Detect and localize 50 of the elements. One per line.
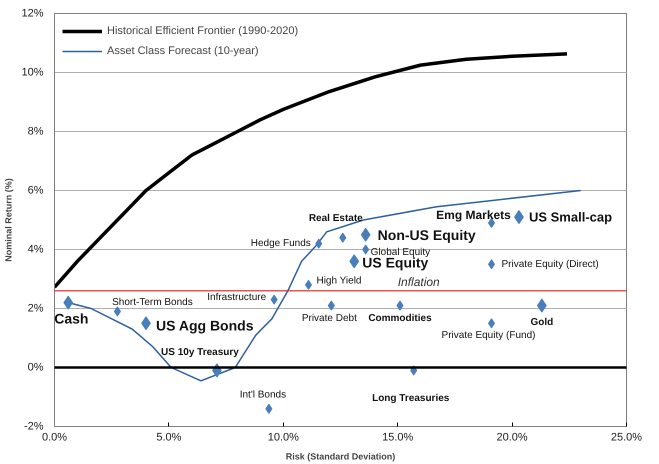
x-tick-label: 5.0% bbox=[156, 432, 182, 444]
annotation: US Agg Bonds bbox=[156, 317, 254, 334]
x-tick-label: 25.0% bbox=[610, 432, 642, 444]
x-tick-label: 15.0% bbox=[382, 432, 414, 444]
x-tick-label: 0.0% bbox=[42, 432, 68, 444]
y-tick-label: 6% bbox=[28, 184, 44, 196]
point bbox=[315, 238, 322, 249]
x-tick-label: 20.0% bbox=[496, 432, 528, 444]
x-axis-title: Risk (Standard Deviation) bbox=[286, 452, 396, 462]
legend-label: Historical Efficient Frontier (1990-2020) bbox=[107, 25, 298, 37]
annotation: High Yield bbox=[316, 275, 362, 286]
point bbox=[396, 300, 404, 311]
y-tick-label: 12% bbox=[21, 8, 44, 20]
ref-line-label: Inflation bbox=[398, 274, 440, 289]
point bbox=[362, 244, 370, 254]
point bbox=[339, 232, 346, 243]
y-tick-label: 10% bbox=[21, 66, 44, 78]
annotation: Private Equity (Direct) bbox=[502, 258, 599, 270]
point bbox=[265, 404, 272, 414]
point bbox=[270, 294, 278, 305]
annotation: US Small-cap bbox=[528, 210, 612, 225]
point bbox=[488, 259, 496, 270]
y-tick-label: 2% bbox=[28, 302, 44, 314]
annotation: Short-Term Bonds bbox=[112, 296, 193, 308]
point bbox=[488, 318, 496, 328]
annotation: Int'l Bonds bbox=[240, 389, 286, 400]
point bbox=[328, 300, 335, 311]
y-axis-title: Nominal Return (%) bbox=[3, 178, 14, 262]
y-tick-label: 4% bbox=[28, 244, 44, 256]
annotation: Non-US Equity bbox=[378, 226, 476, 243]
annotation: Hedge Funds bbox=[250, 238, 311, 250]
annotation: US 10y Treasury bbox=[161, 346, 240, 358]
point bbox=[114, 306, 121, 316]
annotation: Real Estate bbox=[308, 213, 364, 224]
annotation: Private Equity (Fund) bbox=[442, 330, 536, 341]
annotation: Private Debt bbox=[302, 313, 358, 324]
annotation: Emg Markets bbox=[436, 208, 512, 222]
y-tick-label: 0% bbox=[28, 362, 44, 374]
y-tick-label: -2% bbox=[24, 420, 44, 432]
point bbox=[63, 296, 74, 310]
point bbox=[349, 254, 360, 268]
x-tick-label: 10.0% bbox=[268, 432, 300, 444]
annotation: Commodities bbox=[368, 313, 432, 324]
y-tick-label: 8% bbox=[28, 126, 44, 138]
point bbox=[304, 280, 312, 290]
annotation: Gold bbox=[530, 317, 554, 328]
annotation: Cash bbox=[54, 310, 88, 327]
legend-label: Asset Class Forecast (10-year) bbox=[107, 45, 259, 57]
annotation: Infrastructure bbox=[207, 292, 267, 304]
annotation: Long Treasuries bbox=[372, 392, 450, 404]
